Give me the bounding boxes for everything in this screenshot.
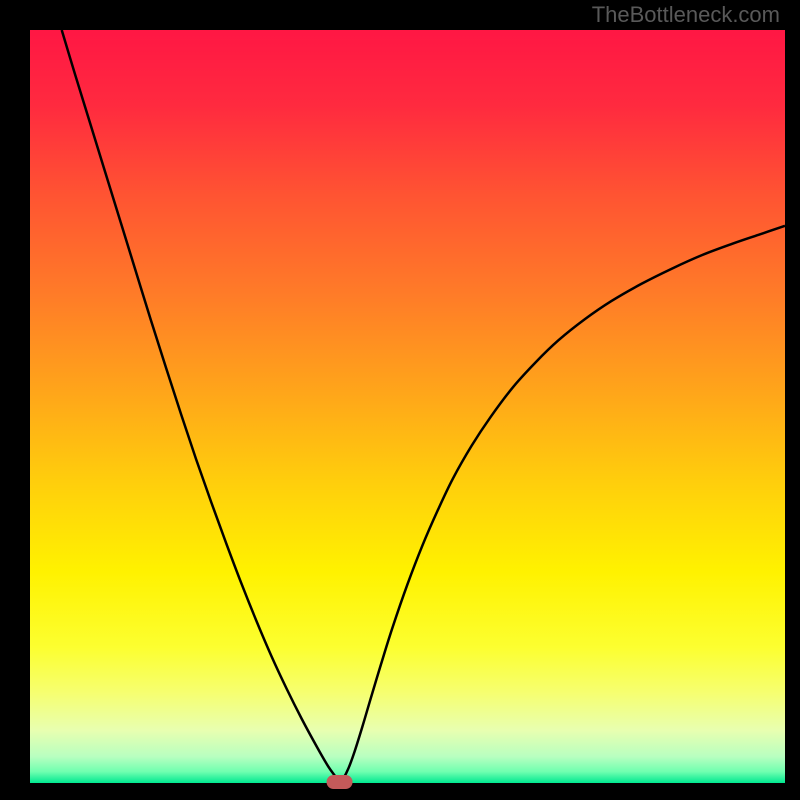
chart-svg — [0, 0, 800, 800]
optimum-marker — [327, 775, 353, 789]
frame-border-bottom — [0, 783, 800, 800]
chart-container: TheBottleneck.com — [0, 0, 800, 800]
frame-border-left — [0, 0, 30, 800]
plot-background — [30, 30, 785, 783]
frame-border-right — [785, 0, 800, 800]
watermark-text: TheBottleneck.com — [592, 2, 780, 28]
